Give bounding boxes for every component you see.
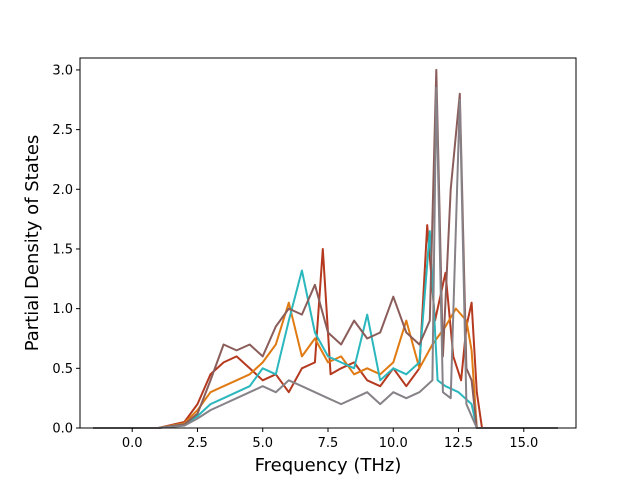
x-tick-label: 15.0 [509,436,538,451]
x-axis-ticks: 0.0 2.5 5.0 7.5 10.0 12.5 15.0 [122,428,538,451]
x-tick-label: 5.0 [252,436,273,451]
x-tick-label: 10.0 [379,436,408,451]
y-axis-label: Partial Density of States [22,135,43,352]
y-tick-label: 1.0 [52,302,73,317]
series-line-4 [93,86,558,429]
y-tick-label: 0.0 [52,422,73,437]
y-tick-label: 3.0 [52,63,73,78]
x-tick-label: 7.5 [318,436,339,451]
series-layer [93,68,558,429]
x-tick-label: 12.5 [444,436,473,451]
x-axis-label: Frequency (THz) [255,455,402,476]
series-line-2 [93,230,558,429]
y-tick-label: 2.5 [52,123,73,138]
x-tick-label: 2.5 [187,436,208,451]
y-axis-ticks: 0.0 0.5 1.0 1.5 2.0 2.5 3.0 [52,63,80,437]
y-tick-label: 0.5 [52,362,73,377]
series-line-3 [93,68,558,429]
plot-frame [79,57,577,429]
y-tick-label: 2.0 [52,183,73,198]
y-tick-label: 1.5 [52,242,73,257]
x-tick-label: 0.0 [122,436,143,451]
